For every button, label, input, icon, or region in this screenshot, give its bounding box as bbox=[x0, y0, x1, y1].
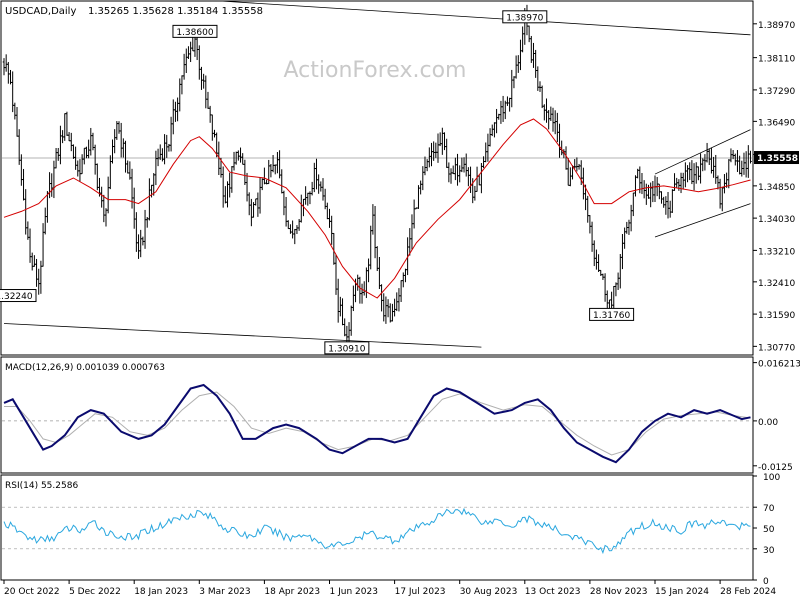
price-axis-label: 1.37290 bbox=[758, 87, 795, 97]
price-panel-frame bbox=[0, 0, 754, 356]
trendline bbox=[3, 323, 482, 348]
price-bars-layer bbox=[2, 4, 752, 348]
x-axis-label: 20 Oct 2022 bbox=[4, 587, 60, 597]
price-axis-label: 1.32410 bbox=[758, 279, 795, 289]
price-annotation-box bbox=[589, 307, 635, 321]
price-annotation-label: 1.30910 bbox=[328, 344, 365, 354]
x-axis-label: 18 Jan 2023 bbox=[134, 587, 188, 597]
rsi-axis-label: 30 bbox=[763, 546, 775, 556]
price-annotation-box bbox=[324, 341, 370, 355]
price-annotation-label: 1.32240 bbox=[0, 292, 33, 302]
rsi-axis-label: 100 bbox=[763, 473, 780, 483]
macd-title: MACD(12,26,9) 0.001039 0.000763 bbox=[5, 363, 165, 373]
chart-symbol: USDCAD,Daily bbox=[5, 6, 76, 17]
moving-average-line bbox=[3, 118, 751, 299]
price-axis-label: 1.34030 bbox=[758, 215, 795, 225]
price-annotation-label: 1.38600 bbox=[176, 28, 213, 38]
current-price-tag bbox=[754, 151, 799, 165]
x-axis-label: 3 Mar 2023 bbox=[199, 587, 250, 597]
rsi-title: RSI(14) 55.2586 bbox=[5, 481, 78, 491]
price-axis-label: 1.30770 bbox=[758, 343, 795, 353]
macd-axis-label: -0.0125 bbox=[758, 463, 793, 473]
labels-layer: 1.389701.381101.372901.364901.356501.348… bbox=[0, 10, 800, 597]
x-axis-label: 1 Jun 2023 bbox=[330, 587, 378, 597]
x-axis-label: 28 Feb 2024 bbox=[720, 587, 776, 597]
price-axis-label: 1.38970 bbox=[758, 21, 795, 31]
price-annotation-label: 1.38970 bbox=[506, 13, 543, 23]
rsi-axis-label: 50 bbox=[763, 525, 775, 535]
macd-axis-label: 0.016213 bbox=[758, 360, 800, 370]
guide-layer bbox=[2, 23, 757, 584]
price-axis-label: 1.33210 bbox=[758, 247, 795, 257]
rsi-axis-label: 70 bbox=[763, 504, 775, 514]
macd-line bbox=[3, 383, 751, 464]
series-layer bbox=[3, 0, 751, 555]
price-axis-label: 1.34850 bbox=[758, 183, 795, 193]
price-annotation-label: 1.31760 bbox=[593, 311, 630, 321]
trendline bbox=[654, 129, 751, 175]
trendline bbox=[220, 0, 751, 36]
watermark: ActionForex.com bbox=[284, 58, 467, 83]
x-axis-label: 13 Oct 2023 bbox=[525, 587, 581, 597]
price-annotation-box bbox=[172, 24, 218, 38]
x-axis-label: 18 Apr 2023 bbox=[264, 587, 320, 597]
price-axis-label: 1.36490 bbox=[758, 118, 795, 128]
x-axis-label: 5 Dec 2022 bbox=[69, 587, 121, 597]
price-axis-label: 1.31590 bbox=[758, 311, 795, 321]
current-price-label: 1.35558 bbox=[757, 154, 798, 164]
price-annotation-box bbox=[0, 289, 37, 303]
x-axis-label: 30 Aug 2023 bbox=[460, 587, 518, 597]
macd-panel-frame bbox=[0, 356, 754, 474]
chart-ohlc: 1.35265 1.35628 1.35184 1.35558 bbox=[88, 6, 263, 17]
price-annotation-box bbox=[502, 10, 548, 24]
x-axis-label: 17 Jul 2023 bbox=[395, 587, 446, 597]
x-axis-label: 15 Jan 2024 bbox=[655, 587, 709, 597]
x-axis-label: 28 Nov 2023 bbox=[590, 587, 648, 597]
rsi-axis-label: 0 bbox=[763, 577, 769, 587]
rsi-line bbox=[3, 507, 751, 555]
macd-axis-label: 0.00 bbox=[758, 418, 778, 428]
trendline bbox=[654, 203, 751, 238]
price-axis-label: 1.38110 bbox=[758, 55, 795, 65]
